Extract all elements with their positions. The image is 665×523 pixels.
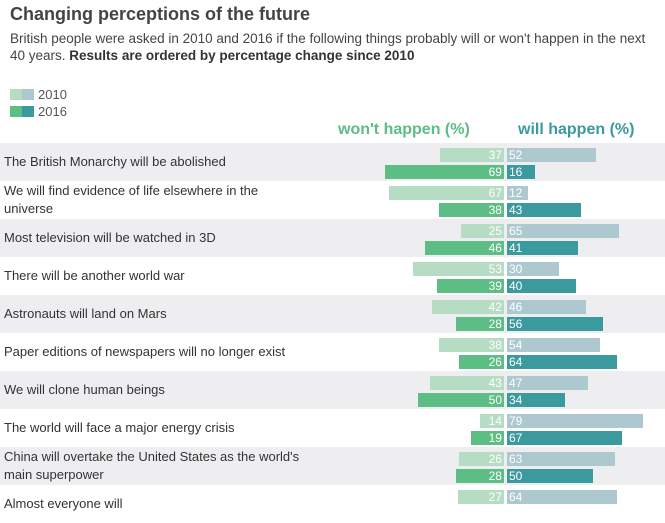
bar-wont-2010: 53 [412,262,504,276]
bar-will-2010: 30 [507,262,559,276]
bar-will-2016: 64 [507,355,618,369]
chart-rows: The British Monarchy will be abolished 37… [0,143,665,523]
bar-will-2010: 64 [507,490,618,504]
category-label: Paper editions of newspapers will no lon… [4,344,286,359]
bar-wont-2010: 67 [388,186,504,200]
chart-row: China will overtake the United States as… [0,447,665,485]
category-label: We will find evidence of life elsewhere … [4,183,259,216]
category-label: We will clone human beings [4,382,165,397]
bar-will-2016: 56 [507,317,604,331]
category-label: The world will face a major energy crisi… [4,420,235,435]
chart-title: Changing perceptions of the future [10,4,310,24]
chart-subtitle: British people were asked in 2010 and 20… [10,30,660,64]
legend-label-2016: 2016 [38,104,67,119]
chart-row: Astronauts will land on Mars 42 46 28 56 [0,295,665,333]
chart-row: We will find evidence of life elsewhere … [0,181,665,219]
legend-swatch-2010 [10,89,34,100]
bar-wont-2016: 19 [471,431,504,445]
subtitle-bold: Results are ordered by percentage change… [69,48,415,63]
bar-will-2016: 43 [507,203,581,217]
bar-wont-2010: 43 [430,376,504,390]
subtitle-text: British people were asked in 2010 and 20… [10,31,646,63]
chart-row: Almost everyone will 27 64 [0,485,665,523]
legend-2016: 2016 [10,104,67,119]
category-label: Astronauts will land on Mars [4,306,167,321]
bar-will-2010: 12 [507,186,528,200]
bar-will-2016: 34 [507,393,566,407]
bar-will-2010: 52 [507,148,597,162]
bar-wont-2016: 39 [436,279,504,293]
category-label: Almost everyone will [4,496,123,511]
bar-will-2010: 46 [507,300,587,314]
bar-will-2016: 50 [507,469,593,483]
bar-will-2016: 41 [507,241,578,255]
bar-wont-2010: 37 [440,148,504,162]
header-wont-happen: won't happen (%) [338,121,470,138]
bar-will-2016: 40 [507,279,576,293]
chart-row: The British Monarchy will be abolished 37… [0,143,665,181]
bar-will-2010: 47 [507,376,588,390]
bar-will-2016: 67 [507,431,623,445]
bar-wont-2016: 46 [424,241,504,255]
chart-row: The world will face a major energy crisi… [0,409,665,447]
legend-label-2010: 2010 [38,87,67,102]
bar-wont-2010: 27 [457,490,504,504]
bar-wont-2010: 38 [438,338,504,352]
chart-row: We will clone human beings 43 47 50 34 [0,371,665,409]
legend-swatch-2016 [10,106,34,117]
bar-wont-2010: 26 [459,452,504,466]
category-label: China will overtake the United States as… [4,449,300,482]
bar-wont-2016: 28 [455,317,504,331]
bar-will-2010: 65 [507,224,619,238]
chart-row: There will be another world war 53 30 39 40 [0,257,665,295]
bar-wont-2016: 38 [438,203,504,217]
bar-wont-2016: 50 [418,393,504,407]
bar-wont-2010: 25 [461,224,504,238]
bar-wont-2016: 26 [459,355,504,369]
legend-2010: 2010 [10,87,67,102]
category-label: The British Monarchy will be abolished [4,154,226,169]
header-will-happen: will happen (%) [518,121,635,138]
bar-wont-2016: 28 [455,469,504,483]
category-label: Most television will be watched in 3D [4,230,216,245]
category-label: There will be another world war [4,268,185,283]
chart-row: Most television will be watched in 3D 25 6… [0,219,665,257]
bar-will-2010: 63 [507,452,616,466]
chart-row: Paper editions of newspapers will no lon… [0,333,665,371]
bar-wont-2010: 42 [431,300,504,314]
bar-wont-2016: 69 [385,165,504,179]
bar-will-2010: 54 [507,338,600,352]
bar-will-2010: 79 [507,414,643,428]
bar-wont-2010: 14 [479,414,504,428]
bar-will-2016: 16 [507,165,535,179]
